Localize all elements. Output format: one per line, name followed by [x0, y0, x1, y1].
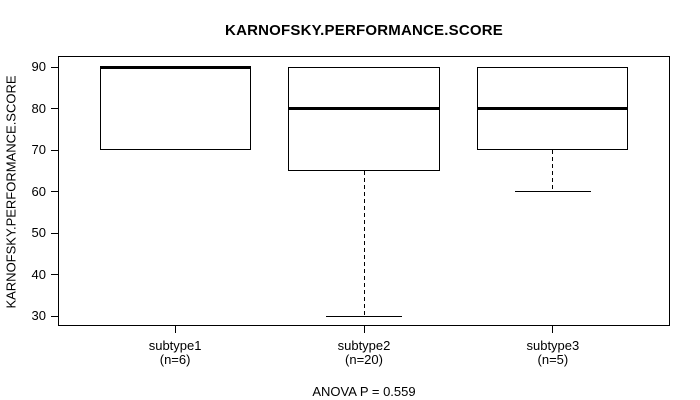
- y-tick-mark: [51, 108, 58, 110]
- x-tick-label: subtype1 (n=6): [105, 339, 245, 367]
- chart-title: KARNOFSKY.PERFORMANCE.SCORE: [225, 22, 503, 39]
- x-axis-group-label: subtype1: [148, 338, 202, 353]
- x-axis-group-label: subtype2: [337, 338, 391, 353]
- y-tick-label: 80: [31, 100, 46, 116]
- y-tick-label: 40: [31, 266, 46, 282]
- y-tick-mark: [51, 149, 58, 151]
- x-tick-label: subtype3 (n=5): [483, 339, 623, 367]
- y-tick-mark: [51, 232, 58, 234]
- x-tick-mark: [174, 326, 176, 333]
- lower-whisker-line: [363, 170, 365, 317]
- x-tick-label: subtype2 (n=20): [294, 339, 434, 367]
- box: [99, 67, 251, 151]
- median-line: [288, 107, 440, 111]
- y-tick-mark: [51, 191, 58, 193]
- anova-annotation: ANOVA P = 0.559: [312, 384, 416, 399]
- y-tick-mark: [51, 274, 58, 276]
- y-tick-label: 70: [31, 142, 46, 158]
- lower-whisker-line: [552, 150, 554, 192]
- lower-whisker-cap: [326, 315, 402, 317]
- y-tick-label: 90: [31, 59, 46, 75]
- median-line: [477, 107, 629, 111]
- y-tick-mark: [51, 66, 58, 68]
- x-tick-mark: [363, 326, 365, 333]
- y-tick-label: 30: [31, 308, 46, 324]
- y-tick-label: 50: [31, 225, 46, 241]
- y-tick-label: 60: [31, 183, 46, 199]
- box: [288, 67, 440, 171]
- y-tick-mark: [51, 315, 58, 317]
- x-tick-mark: [552, 326, 554, 333]
- x-axis-group-label: subtype3: [526, 338, 580, 353]
- x-axis-group-sublabel: (n=20): [345, 352, 383, 367]
- y-axis-title: KARNOFSKY.PERFORMANCE.SCORE: [3, 75, 19, 309]
- x-axis-group-sublabel: (n=6): [159, 352, 191, 367]
- median-line: [99, 65, 251, 69]
- x-axis-group-sublabel: (n=5): [537, 352, 569, 367]
- lower-whisker-cap: [515, 191, 591, 193]
